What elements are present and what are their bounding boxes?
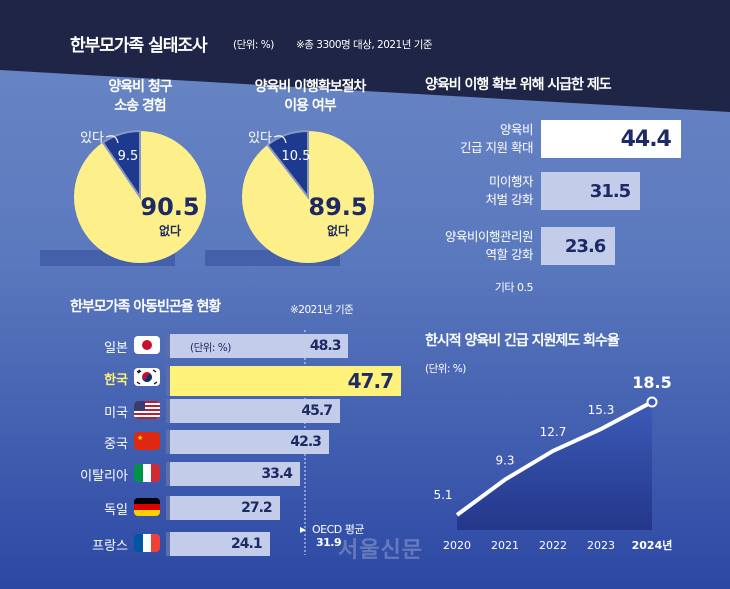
recovery-year-tick: 2020 [443, 539, 471, 552]
country-label: 독일 [104, 503, 128, 518]
recovery-line [455, 400, 653, 517]
unit-label: (단위: %) [233, 39, 274, 51]
policy-bar: 31.5 [541, 172, 641, 210]
pie1-title-line: 양육비 청구 [108, 79, 172, 95]
pie1-title: 양육비 청구 소송 경험 [70, 78, 210, 116]
pie-no-value: 90.5 [140, 193, 199, 221]
policy-label-line: 처벌 강화 [485, 192, 534, 207]
poverty-note: ※2021년 기준 [290, 304, 354, 316]
pie2-title-line: 이용 여부 [284, 98, 336, 114]
policy-label-line: 양육비 [499, 122, 534, 137]
pie-yes-value: 9.5 [118, 149, 139, 164]
flag-japan-icon [134, 336, 160, 354]
poverty-bar-highlight: 47.7 [166, 366, 401, 396]
recovery-year-tick: 2022 [539, 539, 567, 552]
poverty-bar-value: 33.4 [261, 466, 293, 482]
policy-bar-value: 23.6 [564, 235, 606, 257]
flag-france-icon [134, 534, 160, 552]
right-chart-title: 양육비 이행 확보 위해 시급한 제도 [425, 77, 612, 93]
poverty-bar-value: 48.3 [309, 338, 342, 354]
oecd-value: 31.9 [316, 536, 342, 549]
pie-no-label: 없다 [159, 223, 181, 238]
policy-label: 양육비이행관리원 역할 강화 [395, 228, 534, 264]
oecd-label: OECD 평균 [312, 523, 365, 536]
pie-yes-label: 있다 [248, 131, 272, 146]
country-label: 한국 [104, 373, 128, 388]
pie2-title: 양육비 이행확보절차 이용 여부 [225, 78, 395, 116]
poverty-title: 한부모가족 아동빈곤율 현황 [70, 299, 221, 315]
pie-chart: 10.5 있다 89.5 없다 [242, 129, 374, 263]
poverty-bar: 45.7 [166, 399, 340, 423]
recovery-value: 5.1 [433, 488, 452, 502]
poverty-unit: (단위: %) [190, 342, 231, 354]
flag-germany-icon [134, 498, 160, 516]
country-label: 프랑스 [92, 539, 128, 554]
pie-slice-yes [101, 129, 141, 201]
svg-text:★: ★ [137, 434, 143, 442]
poverty-bar: 33.4 [166, 462, 300, 486]
pie-leader-line [273, 135, 287, 144]
flag-italy-icon [134, 464, 160, 482]
recovery-value: 18.5 [632, 373, 671, 392]
page-title: 한부모가족 실태조사 [70, 36, 208, 56]
pie2-title-line: 양육비 이행확보절차 [254, 79, 367, 95]
poverty-bar: 27.2 [166, 496, 280, 520]
policy-label-line: 역할 강화 [485, 247, 534, 262]
flag-china-icon: ★ [134, 432, 160, 450]
pie1-title-line: 소송 경험 [114, 98, 166, 114]
recovery-unit: (단위: %) [425, 363, 466, 375]
recovery-year-tick: 2024년 [632, 538, 673, 552]
recovery-year-tick: 2023 [587, 539, 615, 552]
poverty-bar-value: 47.7 [347, 369, 394, 393]
poverty-bar: 48.3 [166, 334, 349, 358]
survey-note: ※총 3300명 대상, 2021년 기준 [296, 39, 433, 51]
recovery-title: 한시적 양육비 긴급 지원제도 회수율 [425, 333, 620, 349]
policy-label: 양육비 긴급 지원 확대 [395, 121, 533, 157]
flag-usa-icon [134, 401, 160, 419]
flag-korea-icon [134, 368, 160, 386]
watermark-logo: 서울신문 [338, 538, 423, 563]
poverty-bar-value: 42.3 [290, 434, 322, 450]
recovery-area [457, 402, 652, 530]
pie-yes-label: 있다 [80, 131, 104, 146]
policy-bar: 44.4 [541, 120, 681, 158]
country-label: 미국 [104, 406, 128, 421]
recovery-year-tick: 2021 [491, 539, 519, 552]
policy-label-line: 미이행자 [488, 174, 534, 189]
pie-slice-yes [266, 129, 309, 200]
poverty-bar-value: 27.2 [241, 500, 273, 516]
policy-bar: 23.6 [541, 227, 616, 265]
country-label: 일본 [104, 341, 128, 356]
pie-leader-line [105, 135, 119, 144]
policy-bar-value: 31.5 [589, 180, 631, 202]
oecd-arrow-icon [300, 527, 306, 533]
pie-chart: 9.5 있다 90.5 없다 [74, 129, 206, 263]
recovery-point-2024 [646, 396, 658, 408]
country-label: 중국 [104, 437, 128, 452]
other-label: 기타 0.5 [494, 281, 534, 294]
policy-bar-value: 44.4 [620, 126, 672, 152]
pie-yes-value: 10.5 [282, 149, 311, 164]
poverty-bar: 24.1 [166, 532, 270, 556]
policy-label-line: 긴급 지원 확대 [460, 140, 533, 155]
country-label: 이탈리아 [80, 469, 128, 484]
poverty-bar-value: 45.7 [301, 403, 333, 419]
recovery-value: 15.3 [588, 403, 615, 417]
recovery-value: 12.7 [540, 425, 567, 439]
pie-no-label: 없다 [327, 223, 349, 238]
pie-no-value: 89.5 [308, 193, 367, 221]
policy-label-line: 양육비이행관리원 [444, 229, 534, 244]
poverty-bar: 42.3 [166, 430, 329, 454]
poverty-bar-value: 24.1 [231, 536, 263, 552]
recovery-value: 9.3 [495, 454, 514, 468]
policy-label: 미이행자 처벌 강화 [395, 173, 534, 209]
